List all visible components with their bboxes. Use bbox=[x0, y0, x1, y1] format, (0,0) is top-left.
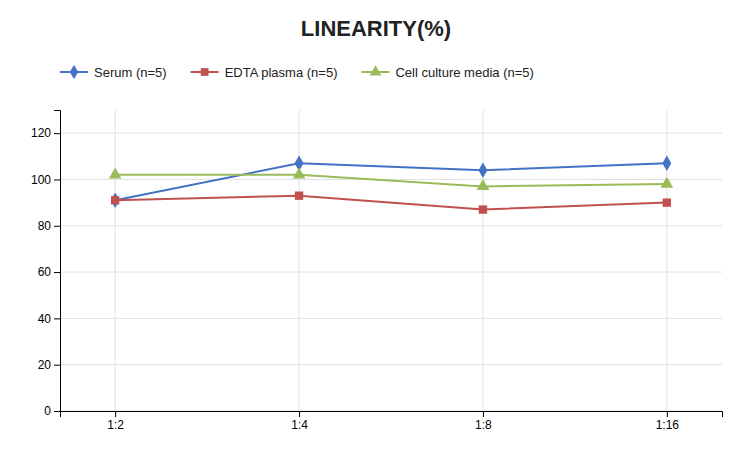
grid-line bbox=[60, 272, 722, 273]
marker bbox=[295, 191, 303, 199]
tick-mark bbox=[54, 318, 60, 319]
chart: LINEARITY(%) 1:2 1:4 1:8 1:16 0 20 40 60 80 100 120… bbox=[0, 0, 752, 451]
tick-label: 1:16 bbox=[656, 418, 680, 432]
tick-mark bbox=[54, 365, 60, 366]
tick-label: 100 bbox=[31, 173, 51, 187]
x-axis: 1:2 1:4 1:8 1:16 bbox=[61, 411, 723, 432]
tick-mark bbox=[483, 411, 484, 417]
tick-label: 120 bbox=[31, 126, 51, 140]
y-tick: 20 bbox=[38, 358, 60, 372]
grid-line bbox=[299, 110, 300, 411]
marker bbox=[478, 162, 487, 178]
marker bbox=[109, 167, 122, 178]
y-tick: 120 bbox=[31, 126, 60, 140]
y-tick: 80 bbox=[38, 219, 60, 233]
tick-label: 0 bbox=[44, 404, 51, 418]
y-tick: 100 bbox=[31, 173, 60, 187]
tick-label: 20 bbox=[38, 358, 52, 372]
legend-item: Cell culture media (n=5) bbox=[361, 65, 533, 80]
grid-line bbox=[60, 225, 722, 226]
grid-line bbox=[482, 110, 483, 411]
tick-label: 80 bbox=[38, 219, 52, 233]
grid-line bbox=[60, 364, 722, 365]
legend-item: Serum (n=5) bbox=[60, 65, 167, 80]
tick-mark bbox=[299, 411, 300, 417]
tick-label: 1:4 bbox=[291, 418, 308, 432]
grid-line bbox=[666, 110, 667, 411]
tick-label: 1:2 bbox=[107, 418, 124, 432]
marker bbox=[111, 193, 120, 209]
title: LINEARITY(%) bbox=[301, 16, 451, 41]
series-line bbox=[115, 196, 667, 210]
marker bbox=[663, 198, 671, 206]
tick-mark bbox=[115, 411, 116, 417]
tick-mark bbox=[54, 179, 60, 180]
x-tick: 1:16 bbox=[656, 411, 680, 432]
x-tick: 1:2 bbox=[107, 411, 124, 432]
axis-line bbox=[54, 111, 61, 412]
legend-item: EDTA plasma (n=5) bbox=[191, 65, 338, 80]
marker bbox=[479, 205, 487, 213]
tick-label: 40 bbox=[38, 312, 52, 326]
legend-label: EDTA plasma (n=5) bbox=[225, 65, 338, 80]
series-line bbox=[115, 163, 667, 200]
grid-line bbox=[60, 318, 722, 319]
marker bbox=[293, 167, 306, 178]
legend-marker bbox=[370, 65, 382, 75]
plot: 1:2 1:4 1:8 1:16 0 20 40 60 80 100 120 bbox=[31, 110, 723, 432]
tick-mark bbox=[54, 411, 60, 412]
marker bbox=[660, 177, 673, 188]
axis-line bbox=[61, 412, 723, 418]
y-tick: 40 bbox=[38, 312, 60, 326]
legend-marker bbox=[70, 65, 78, 79]
grid bbox=[60, 110, 722, 411]
tick-label: 1:8 bbox=[475, 418, 492, 432]
legend-label: Serum (n=5) bbox=[94, 65, 167, 80]
tick-label: 60 bbox=[38, 265, 52, 279]
x-tick: 1:8 bbox=[475, 411, 492, 432]
y-axis: 0 20 40 60 80 100 120 bbox=[31, 111, 61, 419]
marker bbox=[662, 155, 671, 171]
tick-mark bbox=[54, 226, 60, 227]
series-group bbox=[109, 155, 673, 213]
tick-mark bbox=[54, 272, 60, 273]
x-tick: 1:4 bbox=[291, 411, 308, 432]
tick-mark bbox=[667, 411, 668, 417]
series-line bbox=[115, 175, 667, 187]
tick-mark bbox=[54, 133, 60, 134]
y-tick: 0 bbox=[44, 404, 60, 418]
legend-label: Cell culture media (n=5) bbox=[395, 65, 533, 80]
grid-line bbox=[60, 133, 722, 134]
grid-line bbox=[115, 110, 116, 411]
legend: Serum (n=5) EDTA plasma (n=5) Cell culture… bbox=[60, 65, 534, 80]
legend-marker bbox=[201, 68, 209, 76]
y-tick: 60 bbox=[38, 265, 60, 279]
marker bbox=[477, 179, 490, 190]
marker bbox=[111, 196, 119, 204]
